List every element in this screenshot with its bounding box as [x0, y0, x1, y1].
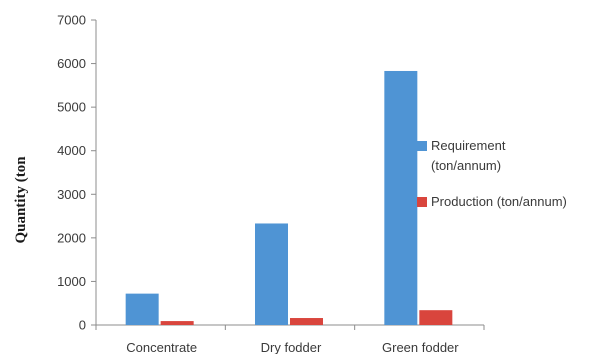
legend-swatch	[417, 197, 427, 207]
legend-label: (ton/annum)	[431, 158, 501, 173]
y-tick-label: 2000	[57, 230, 86, 245]
x-category-label: Green fodder	[382, 340, 459, 354]
x-category-label: Concentrate	[126, 340, 197, 354]
legend-item-production: Production (ton/annum)	[417, 194, 567, 209]
y-tick-label: 3000	[57, 187, 86, 202]
x-category-label: Dry fodder	[261, 340, 322, 354]
bar-requirement	[384, 70, 418, 325]
y-tick-label: 0	[79, 318, 86, 333]
y-tick-label: 7000	[57, 13, 86, 28]
y-tick-label: 4000	[57, 143, 86, 158]
legend-label: Production (ton/annum)	[431, 194, 567, 209]
bar-production	[160, 321, 194, 325]
bar-requirement	[255, 223, 288, 325]
y-tick-label: 5000	[57, 100, 86, 115]
bar-production	[290, 318, 323, 325]
legend: Requirement (ton/annum) Production (ton/an…	[417, 138, 567, 209]
legend-swatch	[417, 141, 427, 151]
y-axis-ticks: 0 1000 2000 3000 4000 5000 6000 7000	[57, 13, 96, 333]
chart-axes	[95, 20, 485, 330]
legend-label: Requirement	[431, 138, 506, 153]
y-tick-label: 6000	[57, 56, 86, 71]
bars	[125, 70, 453, 325]
x-axis-labels: Concentrate Dry fodder Green fodder	[126, 340, 459, 354]
y-tick-label: 1000	[57, 274, 86, 289]
bar-production	[419, 310, 453, 325]
legend-item-requirement: Requirement (ton/annum)	[417, 138, 506, 173]
y-axis-label: Quantity (ton	[13, 156, 29, 244]
bar-requirement	[125, 293, 159, 325]
